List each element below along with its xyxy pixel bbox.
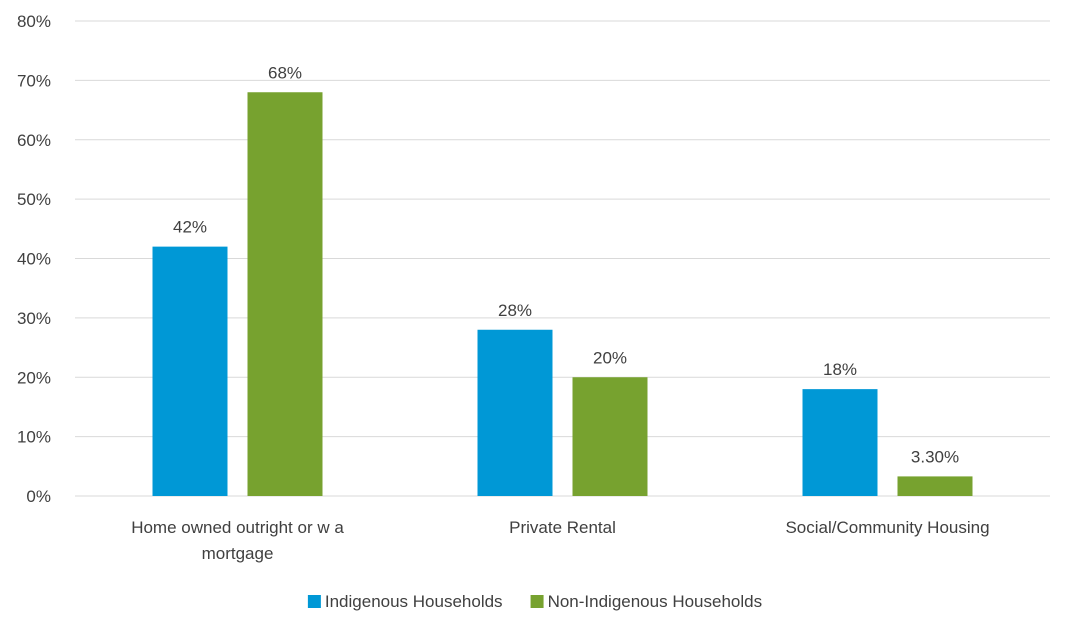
- data-label: 20%: [593, 348, 627, 367]
- x-tick-label: mortgage: [202, 544, 274, 563]
- x-tick-label: Private Rental: [509, 518, 616, 537]
- y-tick-label: 70%: [17, 71, 51, 90]
- x-tick-label: Home owned outright or w a: [131, 518, 344, 537]
- y-axis-ticks: 0% 10% 20% 30% 40% 50% 60% 70% 80%: [17, 12, 51, 506]
- data-label: 3.30%: [911, 447, 959, 466]
- bar-indigenous-households: [802, 389, 878, 496]
- data-label: 68%: [268, 63, 302, 82]
- bars: [152, 92, 973, 496]
- x-axis-ticks: Home owned outright or w a mortgage Privat…: [131, 518, 989, 563]
- bar-indigenous-households: [477, 329, 553, 496]
- data-label: 28%: [498, 301, 532, 320]
- bar-non-indigenous-households: [572, 377, 648, 496]
- y-tick-label: 60%: [17, 131, 51, 150]
- legend-swatch: [530, 595, 544, 608]
- gridlines: [75, 20, 1050, 497]
- y-tick-label: 30%: [17, 309, 51, 328]
- legend: Indigenous Households Non-Indigenous Hous…: [307, 592, 763, 611]
- data-label: 42%: [173, 218, 207, 237]
- bar-indigenous-households: [152, 246, 228, 496]
- legend-label: Non-Indigenous Households: [548, 592, 763, 611]
- y-tick-label: 0%: [26, 487, 51, 506]
- legend-swatch: [307, 595, 321, 608]
- data-labels: 42% 68% 28% 20% 18% 3.30%: [173, 63, 959, 466]
- y-tick-label: 10%: [17, 428, 51, 447]
- bar-non-indigenous-households: [247, 92, 323, 496]
- y-tick-label: 20%: [17, 368, 51, 387]
- bar-non-indigenous-households: [897, 476, 973, 496]
- y-tick-label: 50%: [17, 190, 51, 209]
- y-tick-label: 40%: [17, 250, 51, 269]
- legend-label: Indigenous Households: [325, 592, 503, 611]
- x-tick-label: Social/Community Housing: [785, 518, 989, 537]
- data-label: 18%: [823, 360, 857, 379]
- y-tick-label: 80%: [17, 12, 51, 31]
